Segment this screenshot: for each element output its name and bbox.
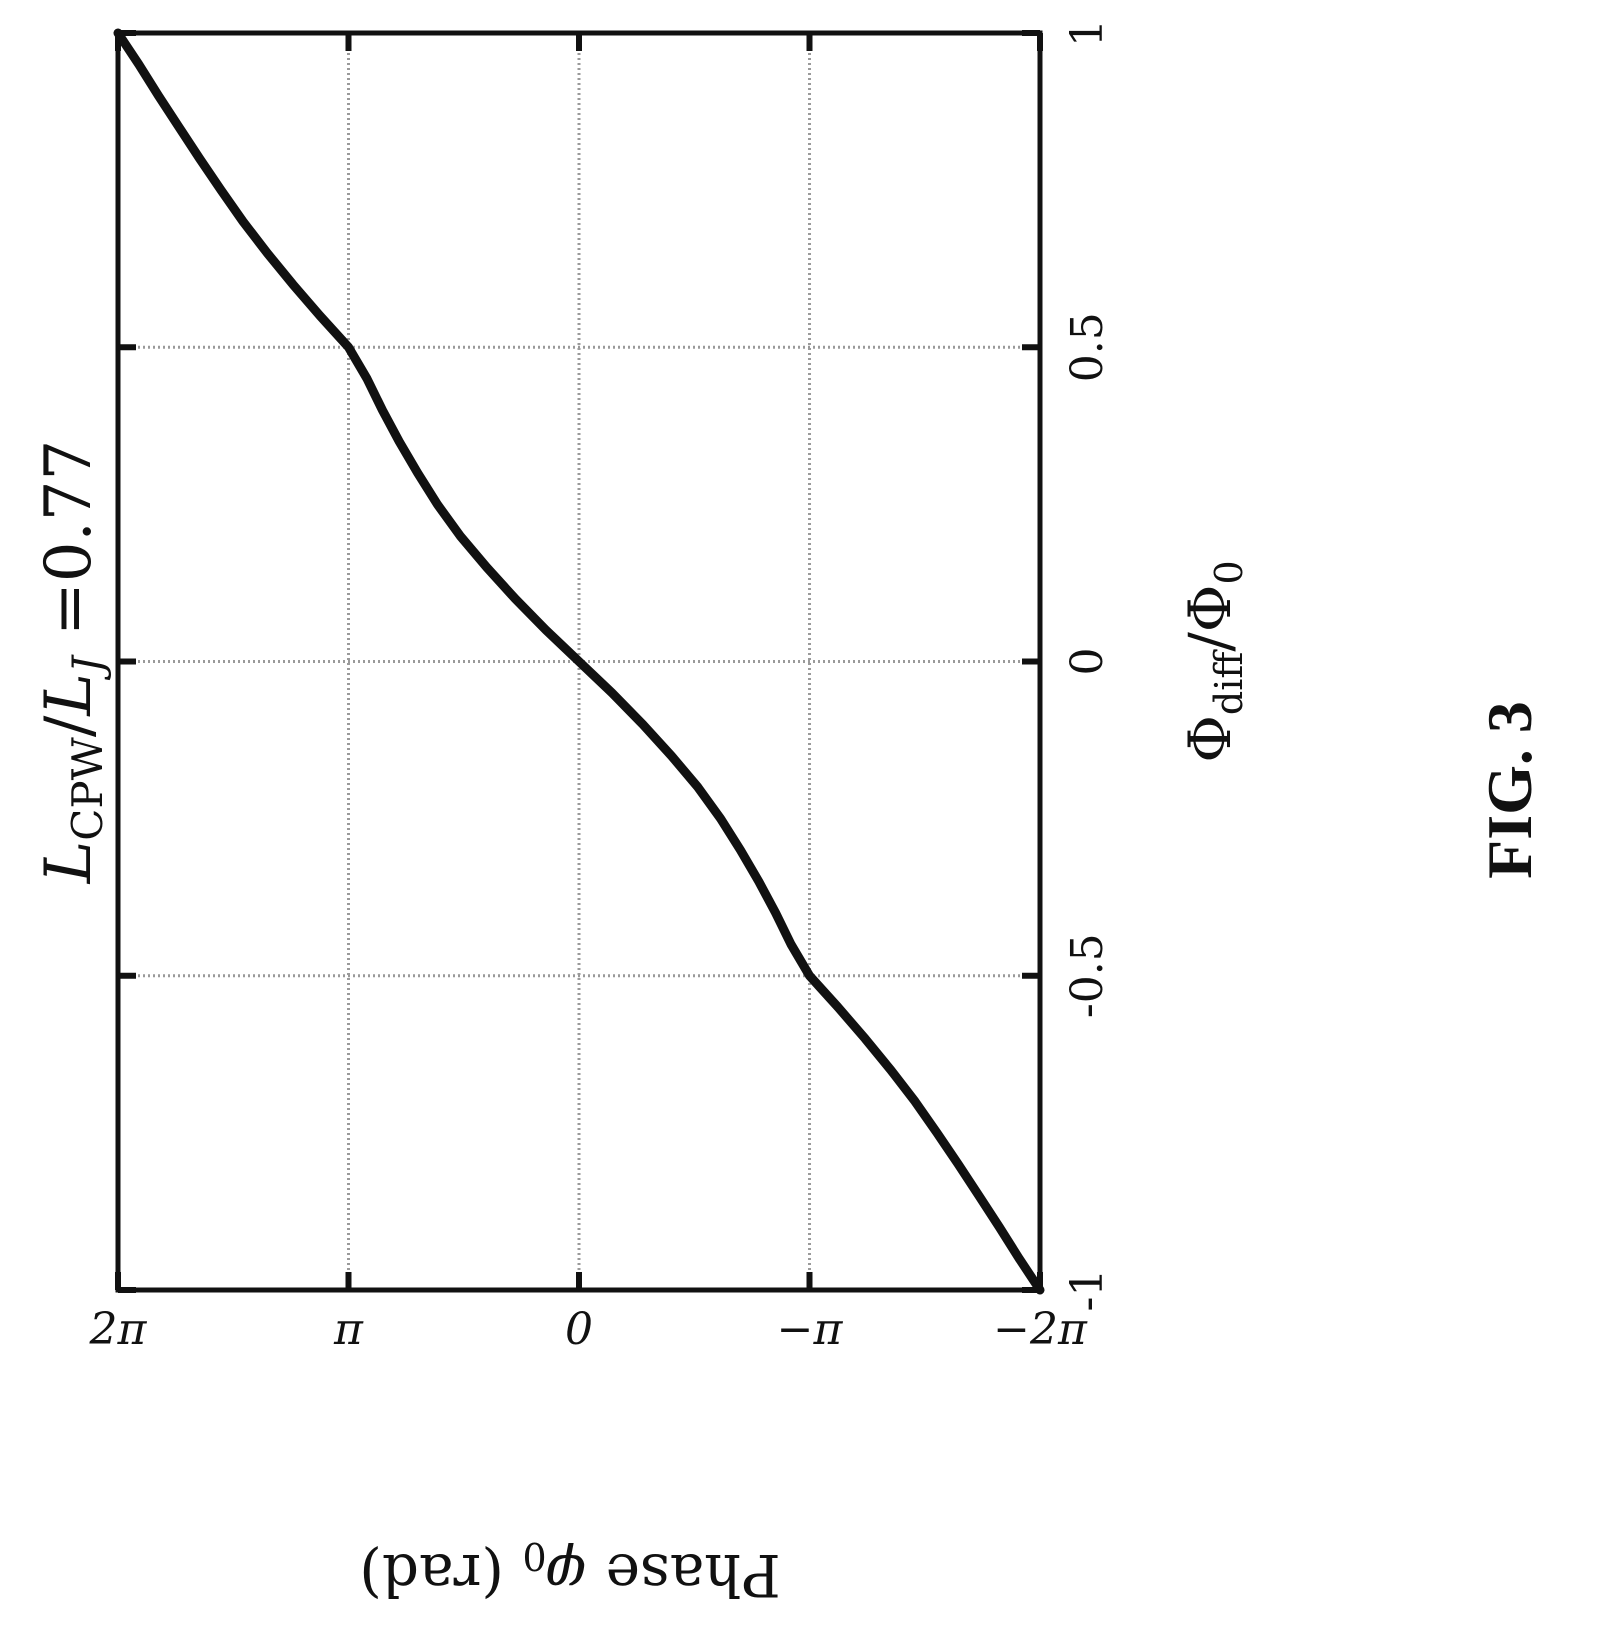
figure-label: FIG. 3 [1474,701,1545,879]
x-tick-label: 0 [1062,648,1113,676]
x-tick-label: -0.5 [1062,933,1113,1018]
x-tick-label: 1 [1062,19,1113,47]
y-tick-labels: −2π −π 0 π 2π [89,1304,1088,1355]
y-tick-label: π [333,1304,364,1355]
y-axis-label: Phase φ0 (rad) [359,1534,780,1609]
y-tick-label: 2π [89,1304,148,1355]
y-tick-label: −2π [993,1304,1088,1355]
chart-title: LCPW/LJ =0.77 [32,440,112,884]
x-tick-label: -1 [1062,1269,1113,1312]
x-tick-labels: -1 -0.5 0 0.5 1 [1062,19,1113,1311]
series-line [113,28,1045,1295]
x-tick-label: 0.5 [1062,312,1113,382]
y-tick-label: 0 [565,1304,593,1355]
x-axis-label: Φdiff/Φ0 [1176,560,1251,762]
y-tick-label: −π [777,1304,844,1355]
